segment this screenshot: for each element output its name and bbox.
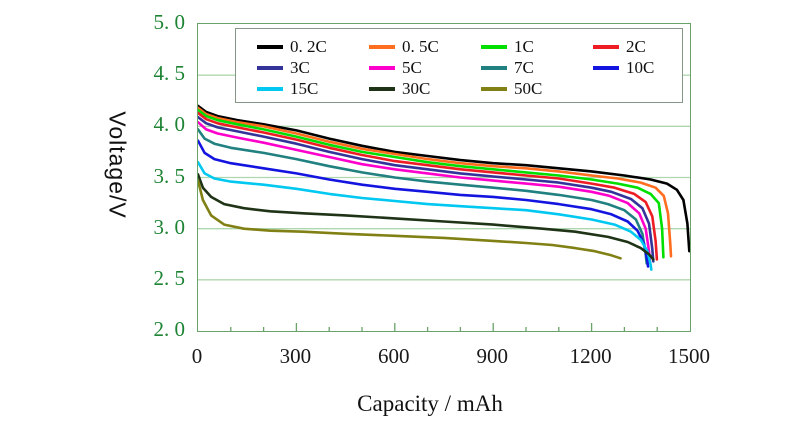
curve-0-5c	[198, 106, 673, 258]
curve-7c	[198, 128, 649, 265]
legend-swatch-0-2c	[257, 44, 283, 49]
legend-item-15c: 15C	[257, 80, 369, 97]
legend-swatch-2c	[593, 44, 619, 49]
y-tick-label-3: 3. 0	[153, 214, 186, 239]
legend-label-50c: 50C	[514, 79, 543, 98]
legend-label-7c: 7C	[514, 58, 534, 77]
y-tick-label-2.5: 2. 5	[153, 265, 186, 290]
x-tick-label-1200: 1200	[569, 344, 612, 368]
legend-item-30c: 30C	[369, 80, 481, 97]
x-tick-label-0: 0	[191, 344, 203, 368]
legend-label-2c: 2C	[626, 37, 646, 56]
legend-item-7c: 7C	[481, 59, 593, 76]
curve-2c	[198, 111, 659, 261]
curve-5c	[198, 120, 652, 264]
legend-swatch-1c	[481, 44, 507, 49]
legend-swatch-0-5c	[369, 44, 395, 49]
legend-item-0-5c: 0. 5C	[369, 38, 481, 55]
y-tick-label-4.5: 4. 5	[153, 61, 186, 86]
y-tick-label-3.5: 3. 5	[153, 163, 186, 188]
legend-label-15c: 15C	[290, 79, 319, 98]
x-tick-label-1500: 1500	[668, 344, 710, 368]
legend-label-5c: 5C	[402, 58, 422, 77]
legend-item-5c: 5C	[369, 59, 481, 76]
legend-swatch-30c	[369, 86, 395, 91]
legend-label-0-2c: 0. 2C	[290, 37, 327, 56]
curve-50c	[198, 179, 622, 260]
y-tick-label-4: 4. 0	[153, 112, 186, 137]
legend-swatch-50c	[481, 86, 507, 91]
legend-label-3c: 3C	[290, 58, 310, 77]
legend-label-0-5c: 0. 5C	[402, 37, 439, 56]
curve-15c	[198, 160, 653, 271]
y-tick-label-2: 2. 0	[153, 317, 186, 341]
legend-item-10c: 10C	[593, 59, 697, 76]
x-tick-label-600: 600	[378, 344, 410, 368]
legend: 0. 2C 0. 5C 1C 2C 3C 5C 7C 10C 15C 30C 50C	[235, 28, 683, 103]
legend-label-1c: 1C	[514, 37, 534, 56]
curve-1c	[198, 108, 665, 259]
x-tick-label-900: 900	[476, 344, 508, 368]
curve-10c	[198, 139, 650, 268]
legend-item-2c: 2C	[593, 38, 697, 55]
legend-swatch-15c	[257, 86, 283, 91]
legend-label-30c: 30C	[402, 79, 431, 98]
legend-item-50c: 50C	[481, 80, 593, 97]
legend-label-10c: 10C	[626, 58, 655, 77]
curve-0-2c	[198, 104, 690, 253]
legend-item-0-2c: 0. 2C	[257, 38, 369, 55]
x-axis-title: Capacity / mAh	[357, 391, 503, 416]
y-tick-label-5: 5. 0	[153, 10, 186, 34]
legend-swatch-10c	[593, 65, 619, 70]
curve-30c	[198, 173, 655, 261]
legend-item-1c: 1C	[481, 38, 593, 55]
x-tick-label-300: 300	[279, 344, 312, 368]
legend-swatch-5c	[369, 65, 395, 70]
legend-swatch-3c	[257, 65, 283, 70]
legend-swatch-7c	[481, 65, 507, 70]
legend-item-3c: 3C	[257, 59, 369, 76]
curve-3c	[198, 115, 655, 263]
